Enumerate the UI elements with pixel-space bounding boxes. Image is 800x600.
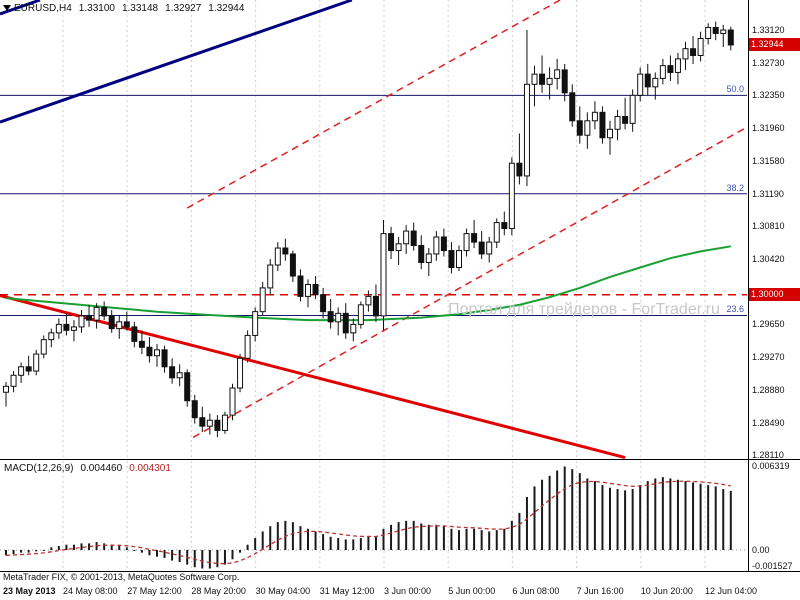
price-axis-label: 1.28110 [752,450,784,460]
copyright-text: MetaTrader FIX, © 2001-2013, MetaQuotes … [3,572,240,582]
price-axis-label: 1.32350 [752,90,785,101]
time-axis-label: 27 May 12:00 [127,586,182,596]
macd-signal-line [5,480,731,565]
time-axis-label: 10 Jun 20:00 [640,586,693,596]
price-axis-label: 1.31580 [752,155,785,166]
time-axis-label: 7 Jun 16:00 [576,586,624,596]
macd-indicator-label: MACD(12,26,9) 0.004460 0.004301 [4,463,171,474]
macd-axis-label: 0.00 [752,544,770,555]
current-price-badge: 1.32944 [749,37,800,51]
time-axis-label: 31 May 12:00 [319,586,375,596]
low-value: 1.32927 [165,3,202,14]
ascending-channel-upper [186,0,561,209]
macd-signal-value: 0.004301 [129,463,171,474]
time-axis-label: 24 May 08:00 [63,586,118,596]
time-axis-label: 30 May 04:00 [255,586,311,596]
time-axis-label: 12 Jun 04:00 [705,586,758,596]
time-axis-label: 23 May 2013 [3,586,56,596]
watermark: Портал для трейдеров - ForTrader.ru [448,301,720,318]
fib-level-label: 38.2 [726,182,744,193]
candles [3,21,734,438]
channel-lower-line [0,0,353,124]
open-value: 1.33100 [78,3,115,14]
price-axis-label: 1.32730 [752,58,785,69]
price-axis-label: 1.28490 [752,417,785,428]
level-price-badge: 1.30000 [749,287,800,301]
panel-borders [0,0,800,572]
symbol-period-label: EURUSD,H4 [14,3,72,14]
chart-shift-marker-icon[interactable] [3,5,11,11]
downtrend-line [0,294,626,459]
time-axis-label: 28 May 20:00 [191,586,246,596]
channel-upper-line [0,0,41,16]
time-axis-label: 5 Jun 00:00 [448,586,496,596]
macd-histogram [5,466,732,569]
macd-axis-label: -0.001527 [752,561,793,571]
macd-axis-label: 0.006319 [752,461,790,472]
price-axis-label: 1.29270 [752,351,785,362]
price-axis-label: 1.33120 [752,25,785,36]
fib-level-label: 50.0 [726,84,744,95]
fib-level-label: 23.6 [726,304,744,315]
main-chart-layer [0,0,747,459]
time-axis-label: 3 Jun 00:00 [384,586,432,596]
macd-name: MACD(12,26,9) [4,463,74,474]
price-axis-label: 1.28880 [752,384,785,395]
ascending-channel-lower [192,127,747,438]
time-axis-label: 6 Jun 08:00 [512,586,560,596]
price-axis-label: 1.31190 [752,188,784,199]
close-value: 1.32944 [208,3,245,14]
macd-main-value: 0.004460 [80,463,123,474]
price-axis-label: 1.30810 [752,220,785,231]
moving-average-line [5,245,731,322]
price-axis-label: 1.29650 [752,319,785,330]
price-axis-label: 1.30420 [752,254,785,265]
price-axis-label: 1.31960 [752,123,785,134]
high-value: 1.33148 [121,3,159,14]
ohlc-header: EURUSD,H4 1.33100 1.33148 1.32927 1.32944 [14,3,251,14]
